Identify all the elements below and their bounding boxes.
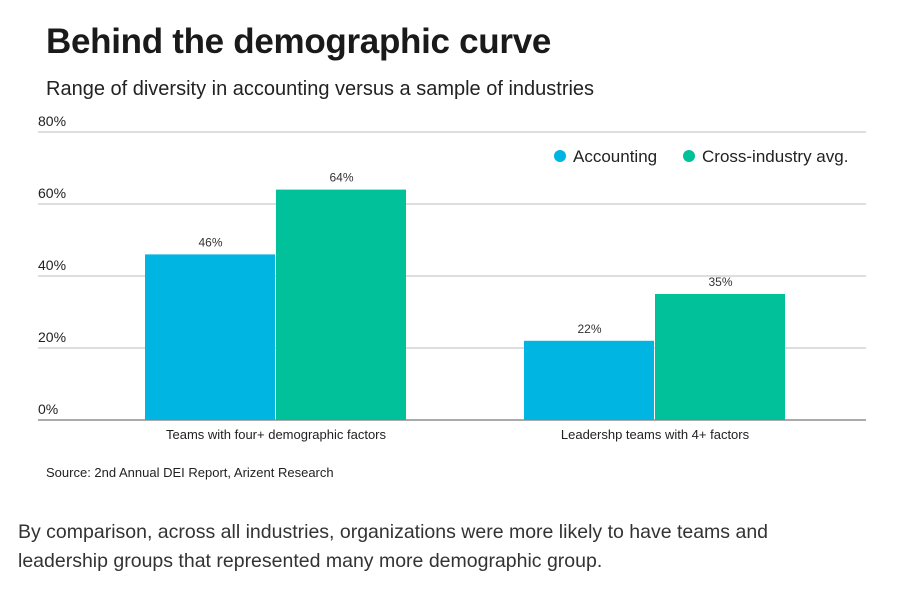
data-label: 64% [329, 171, 353, 185]
source-note: Source: 2nd Annual DEI Report, Arizent R… [46, 465, 334, 480]
paragraph-line: leadership groups that represented many … [18, 550, 603, 572]
y-tick-label: 20% [38, 329, 66, 345]
paragraph-line: By comparison, across all industries, or… [18, 521, 769, 543]
legend-marker [683, 150, 695, 162]
y-tick-label: 0% [38, 401, 58, 417]
chart-subtitle: Range of diversity in accounting versus … [46, 78, 595, 100]
article-paragraph: By comparison, across all industries, or… [18, 518, 878, 576]
bar [276, 189, 406, 420]
data-label: 35% [708, 275, 732, 289]
data-label: 46% [198, 235, 222, 249]
y-tick-label: 40% [38, 257, 66, 273]
y-tick-label: 80% [38, 113, 66, 129]
legend-label: Cross-industry avg. [702, 147, 848, 166]
x-tick-label: Teams with four+ demographic factors [166, 427, 387, 442]
bar [145, 254, 275, 420]
legend-marker [554, 150, 566, 162]
bar [524, 340, 654, 420]
legend-label: Accounting [573, 147, 657, 166]
data-label: 22% [577, 322, 601, 336]
chart-title: Behind the demographic curve [46, 22, 552, 61]
bar [655, 294, 785, 420]
bar-chart: 0% 20% 40% 60% 80% 46% 22% 64% 35% Teams with fou… [38, 113, 866, 442]
y-tick-label: 60% [38, 185, 66, 201]
x-tick-label: Leadershp teams with 4+ factors [561, 427, 750, 442]
